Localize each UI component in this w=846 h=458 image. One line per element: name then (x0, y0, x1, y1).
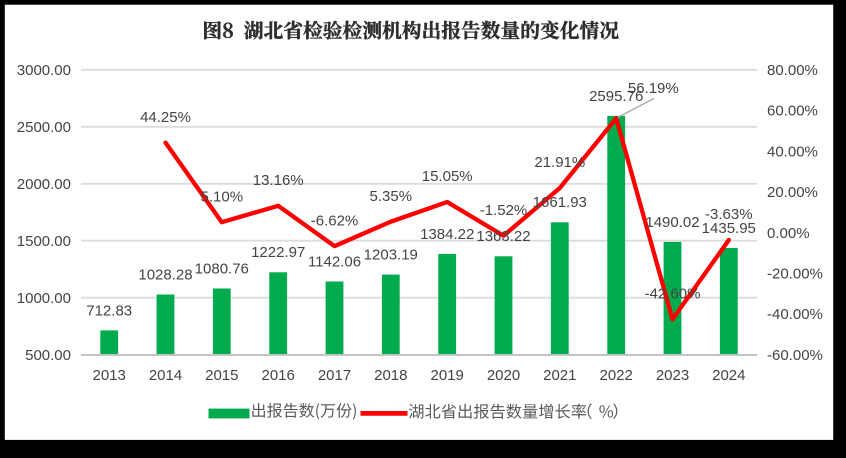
svg-text:1490.02: 1490.02 (645, 214, 699, 231)
svg-text:2023: 2023 (656, 367, 689, 384)
svg-text:21.91%: 21.91% (534, 154, 585, 171)
svg-text:13.16%: 13.16% (253, 172, 304, 189)
svg-text:2015: 2015 (205, 367, 238, 384)
svg-text:2500.00: 2500.00 (17, 119, 71, 136)
svg-text:2021: 2021 (543, 367, 576, 384)
svg-text:2016: 2016 (262, 367, 295, 384)
svg-text:2000.00: 2000.00 (17, 176, 71, 193)
svg-text:44.25%: 44.25% (140, 109, 191, 126)
svg-text:2020: 2020 (487, 367, 520, 384)
svg-text:80.00%: 80.00% (767, 62, 818, 79)
svg-text:2024: 2024 (712, 367, 745, 384)
svg-text:3000.00: 3000.00 (17, 62, 71, 79)
svg-text:2018: 2018 (374, 367, 407, 384)
svg-text:-60.00%: -60.00% (767, 347, 823, 364)
svg-text:56.19%: 56.19% (628, 80, 679, 97)
svg-text:2022: 2022 (600, 367, 633, 384)
svg-text:1028.28: 1028.28 (138, 266, 192, 283)
svg-text:1203.19: 1203.19 (364, 247, 418, 264)
svg-text:1142.06: 1142.06 (308, 253, 361, 270)
svg-text:1384.22: 1384.22 (420, 226, 474, 243)
svg-text:-40.00%: -40.00% (767, 306, 823, 323)
svg-text:1661.93: 1661.93 (533, 194, 587, 211)
svg-text:1000.00: 1000.00 (17, 290, 71, 307)
svg-text:40.00%: 40.00% (767, 143, 818, 160)
svg-text:-6.62%: -6.62% (311, 212, 359, 229)
svg-text:5.10%: 5.10% (201, 188, 244, 205)
svg-text:1080.76: 1080.76 (195, 260, 249, 277)
svg-text:5.35%: 5.35% (370, 188, 413, 205)
svg-text:60.00%: 60.00% (767, 103, 818, 120)
svg-text:1222.97: 1222.97 (251, 244, 305, 261)
svg-text:15.05%: 15.05% (422, 168, 473, 185)
svg-text:-20.00%: -20.00% (767, 266, 823, 283)
svg-text:-1.52%: -1.52% (480, 202, 528, 219)
svg-text:2014: 2014 (149, 367, 182, 384)
svg-text:-42.60%: -42.60% (645, 286, 701, 303)
svg-text:-3.63%: -3.63% (705, 206, 753, 223)
svg-text:2595.76: 2595.76 (589, 88, 643, 105)
svg-text:1435.95: 1435.95 (702, 220, 756, 237)
svg-text:20.00%: 20.00% (767, 184, 818, 201)
svg-text:500.00: 500.00 (25, 347, 71, 364)
svg-text:2017: 2017 (318, 367, 351, 384)
svg-text:0.00%: 0.00% (767, 225, 810, 242)
svg-text:2013: 2013 (93, 367, 126, 384)
svg-text:1363.22: 1363.22 (476, 228, 530, 245)
svg-text:712.83: 712.83 (86, 302, 132, 319)
svg-text:2019: 2019 (431, 367, 464, 384)
svg-text:1500.00: 1500.00 (17, 233, 71, 250)
